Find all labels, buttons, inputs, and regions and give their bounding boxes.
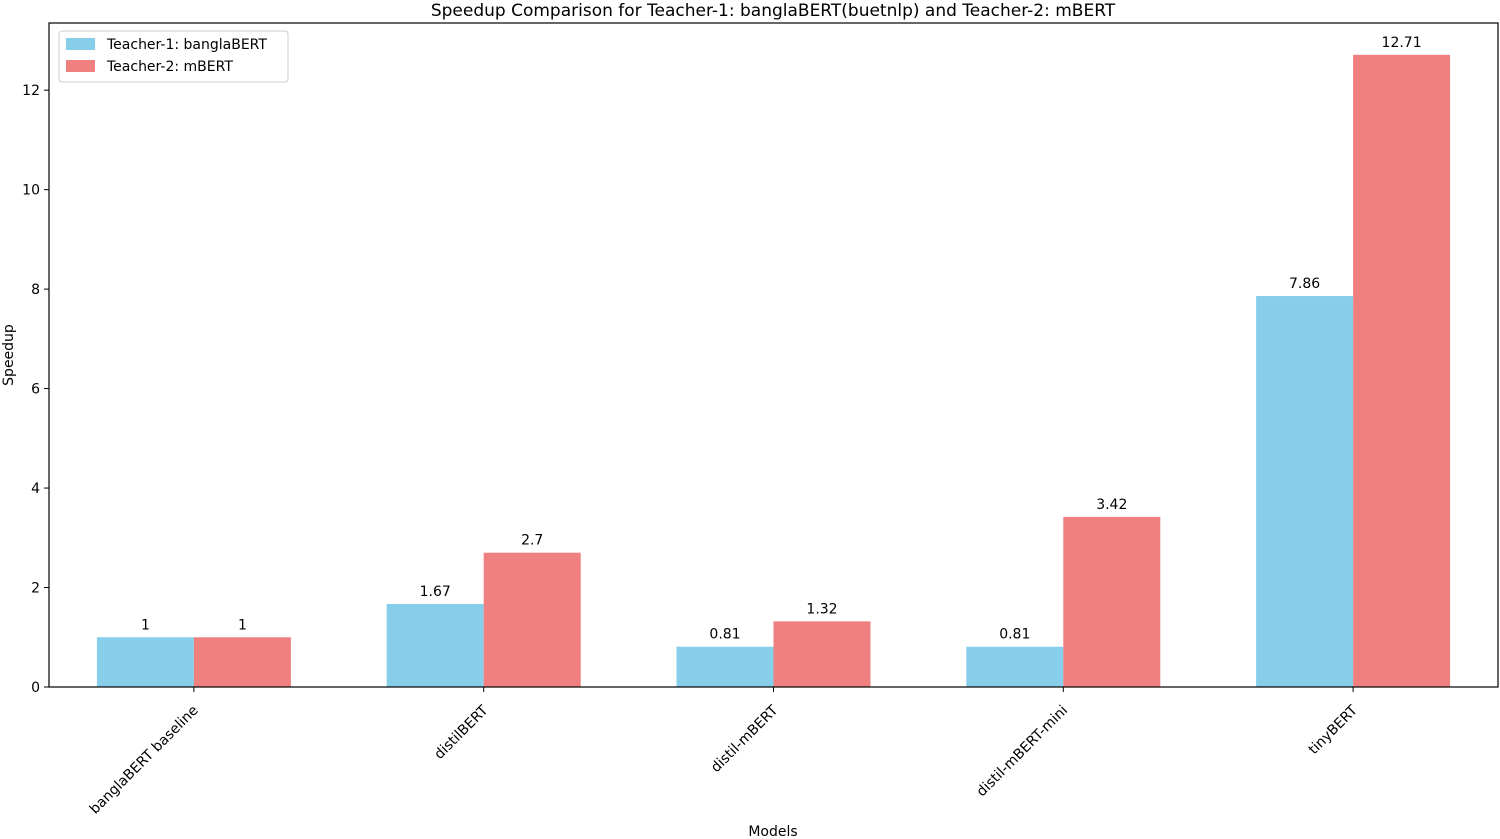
bar-1-3	[676, 646, 774, 687]
bar-1-4	[966, 646, 1064, 687]
bar-1-2	[386, 603, 484, 687]
bar-2-1	[193, 637, 291, 687]
legend-box	[58, 30, 289, 83]
y-tick-label-5: 8	[31, 282, 40, 298]
bar-2-5	[1353, 54, 1451, 687]
bar-2-4	[1063, 516, 1161, 687]
x-tick-label-1: banglaBERT baseline	[87, 703, 202, 818]
data-label-2-4: 3.42	[1096, 497, 1127, 513]
y-tick-label-3: 4	[31, 481, 40, 497]
plot-frame	[48, 22, 1499, 688]
y-axis: 0 2 4 6 8 10 12	[22, 83, 49, 696]
legend-swatch-1	[66, 38, 95, 50]
data-label-1-1: 1	[141, 617, 150, 633]
data-label-1-5: 7.86	[1289, 276, 1320, 292]
x-axis: banglaBERT baseline distilBERT distil-mBER…	[87, 687, 1361, 817]
bar-2-3	[773, 621, 871, 687]
legend-label-2: Teacher-2: mBERT	[106, 59, 233, 75]
data-label-2-2: 2.7	[521, 533, 543, 549]
y-tick-label-7: 12	[22, 83, 40, 99]
y-tick-label-2: 2	[31, 581, 40, 597]
data-label-2-5: 12.71	[1382, 35, 1422, 51]
data-label-2-3: 1.32	[806, 601, 837, 617]
y-tick-label-6: 10	[22, 183, 40, 199]
x-axis-label: Models	[748, 824, 797, 839]
data-label-1-2: 1.67	[420, 584, 451, 600]
y-tick-label-1: 0	[31, 680, 40, 696]
data-label-1-3: 0.81	[709, 627, 740, 643]
x-tick-label-4: distil-mBERT-mini	[974, 703, 1071, 800]
legend-swatch-2	[66, 60, 95, 72]
data-label-2-1: 1	[238, 617, 247, 633]
x-tick-label-5: tinyBERT	[1306, 702, 1362, 758]
legend-label-1: Teacher-1: banglaBERT	[106, 37, 267, 53]
bar-1-5	[1256, 296, 1354, 687]
x-tick-label-3: distil-mBERT	[708, 702, 782, 776]
bar-1-1	[96, 637, 194, 687]
chart-title: Speedup Comparison for Teacher-1: bangla…	[431, 1, 1116, 21]
bar-2-2	[483, 552, 581, 687]
bars-group	[96, 54, 1451, 687]
y-axis-label: Speedup	[1, 324, 17, 386]
y-tick-label-4: 6	[31, 382, 40, 398]
data-label-1-4: 0.81	[999, 627, 1030, 643]
x-tick-label-2: distilBERT	[431, 702, 491, 762]
legend: Teacher-1: banglaBERT Teacher-2: mBERT	[58, 30, 289, 83]
value-labels-group: 1 1 1.67 2.7 0.81 1.32 0.81 3.42 7.86 12.71	[141, 35, 1422, 643]
